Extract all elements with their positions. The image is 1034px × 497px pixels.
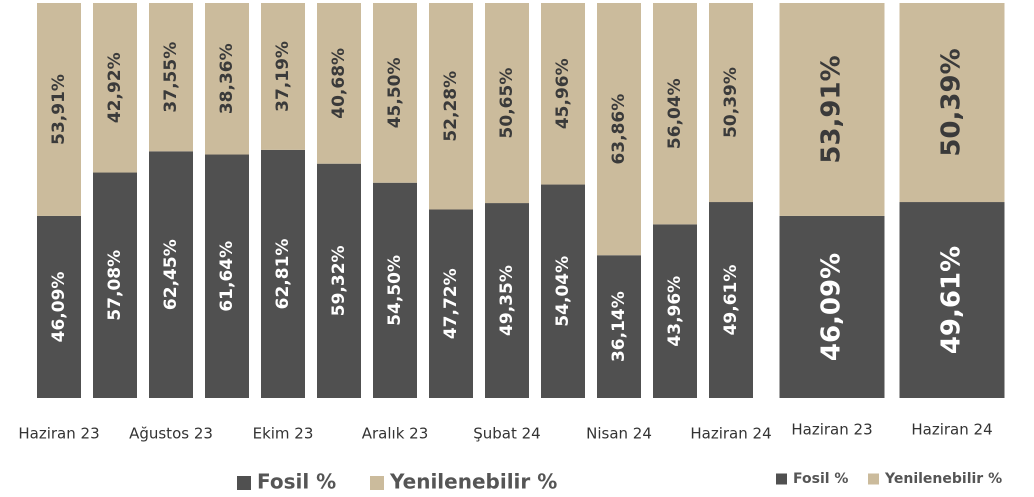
bar-segment: [597, 255, 641, 398]
value-label: 61,64%: [217, 241, 237, 312]
value-label: 49,35%: [497, 265, 517, 336]
bar-segment: [429, 209, 473, 398]
legend-label: Yenilenebilir %: [884, 471, 1002, 487]
bar-segment: [373, 3, 417, 183]
value-label: 62,45%: [161, 239, 181, 310]
x-tick-label: Nisan 24: [586, 425, 652, 443]
bar-segment: [709, 3, 753, 203]
bar-segment: [37, 215, 81, 398]
x-tick-label: Haziran 23: [791, 421, 872, 439]
bar-segment: [779, 3, 885, 216]
value-label: 57,08%: [105, 250, 125, 321]
value-label: 59,32%: [329, 245, 349, 316]
bar-segment: [317, 163, 361, 398]
bar-segment: [541, 184, 585, 398]
x-tick-label: Haziran 23: [18, 425, 99, 443]
value-label: 38,36%: [217, 43, 237, 114]
bar-segment: [149, 3, 193, 152]
value-label: 45,50%: [385, 57, 405, 128]
value-label: 54,04%: [553, 256, 573, 327]
value-label: 49,61%: [721, 265, 741, 336]
bar-segment: [779, 215, 885, 398]
legend-swatch: [370, 476, 384, 490]
value-label: 47,72%: [441, 268, 461, 339]
bar-segment: [541, 3, 585, 185]
value-label: 46,09%: [49, 272, 69, 343]
bar-segment: [93, 3, 137, 173]
bar-segment: [205, 3, 249, 155]
bar-segment: [261, 3, 305, 150]
bar-segment: [899, 202, 1005, 398]
bar-segment: [373, 182, 417, 398]
bar-segment: [429, 3, 473, 210]
value-label: 37,55%: [161, 42, 181, 113]
bar-segment: [93, 172, 137, 398]
bar-segment: [653, 3, 697, 225]
bar-segment: [37, 3, 81, 216]
value-label: 46,09%: [817, 253, 847, 361]
bar-segment: [485, 3, 529, 204]
value-label: 63,86%: [609, 94, 629, 165]
value-label: 50,39%: [937, 48, 967, 156]
value-label: 40,68%: [329, 48, 349, 119]
value-label: 43,96%: [665, 276, 685, 347]
value-label: 49,61%: [937, 246, 967, 354]
value-label: 45,96%: [553, 58, 573, 129]
x-tick-label: Haziran 24: [911, 421, 992, 439]
x-tick-label: Şubat 24: [473, 425, 540, 443]
legend-swatch: [868, 473, 879, 485]
value-label: 50,65%: [497, 68, 517, 139]
value-label: 42,92%: [105, 52, 125, 123]
legend-label: Yenilenebilir %: [389, 470, 557, 494]
value-label: 53,91%: [49, 74, 69, 145]
bar-segment: [149, 151, 193, 398]
value-label: 62,81%: [273, 239, 293, 310]
bar-segment: [261, 149, 305, 398]
value-label: 56,04%: [665, 78, 685, 149]
x-tick-label: Haziran 24: [690, 425, 771, 443]
x-tick-label: Ekim 23: [253, 425, 314, 443]
value-label: 50,39%: [721, 67, 741, 138]
legend-label: Fosil %: [793, 471, 848, 487]
bar-segment: [205, 154, 249, 398]
bar-segment: [653, 224, 697, 398]
legend-swatch: [776, 473, 787, 485]
x-tick-label: Ağustos 23: [129, 425, 213, 443]
bar-segment: [597, 3, 641, 256]
bar-segment: [317, 3, 361, 164]
bar-segment: [709, 202, 753, 398]
value-label: 53,91%: [817, 55, 847, 163]
value-label: 54,50%: [385, 255, 405, 326]
value-label: 52,28%: [441, 71, 461, 142]
value-label: 36,14%: [609, 291, 629, 362]
x-tick-label: Aralık 23: [362, 425, 429, 443]
legend-label: Fosil %: [257, 470, 336, 494]
legend-swatch: [237, 476, 251, 490]
value-label: 37,19%: [273, 41, 293, 112]
bar-segment: [899, 3, 1005, 203]
bar-segment: [485, 203, 529, 398]
